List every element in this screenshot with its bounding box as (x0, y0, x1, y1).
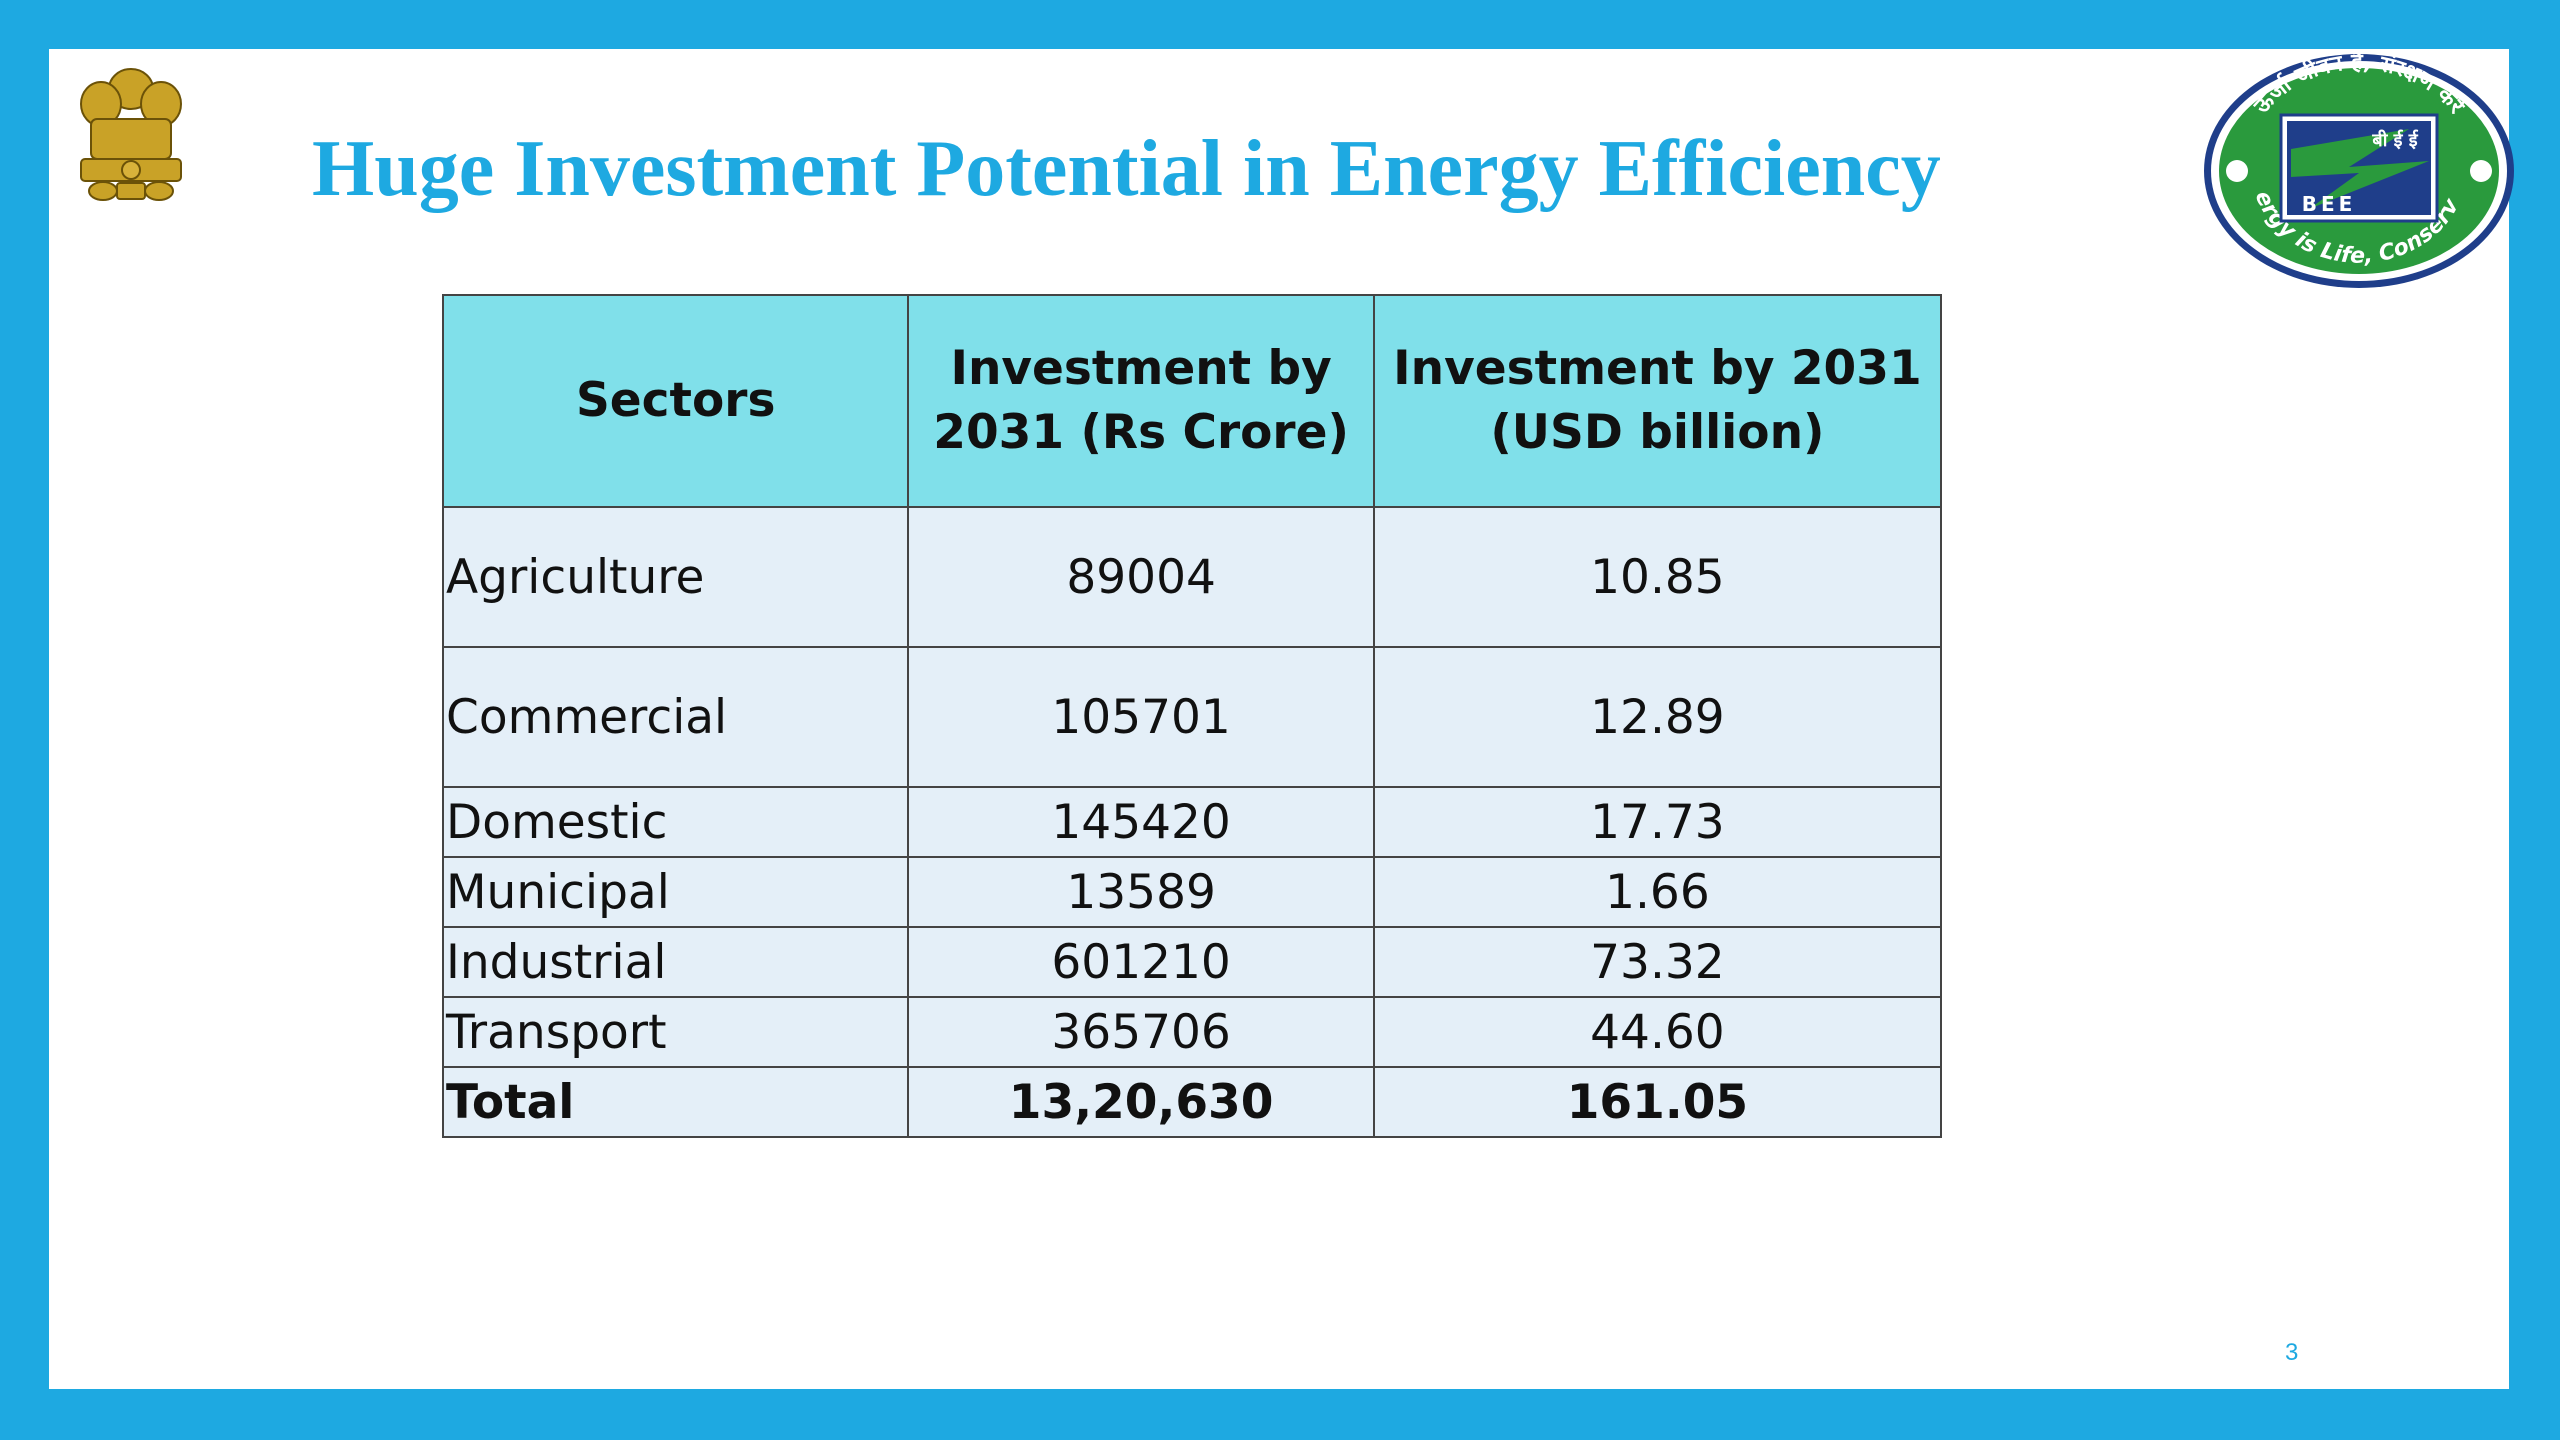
table-header-row: Sectors Investment by 2031 (Rs Crore) In… (441, 294, 1943, 508)
sector-cell: Agriculture (441, 506, 910, 648)
usd-billion-cell: 44.60 (1372, 996, 1943, 1068)
rs-crore-cell: 13589 (907, 856, 1375, 928)
header-sectors: Sectors (441, 294, 910, 508)
table-row: Domestic 145420 17.73 (441, 786, 1943, 858)
sector-cell: Industrial (441, 926, 910, 998)
rs-crore-cell: 89004 (907, 506, 1375, 648)
slide-title: Huge Investment Potential in Energy Effi… (312, 125, 1941, 213)
rs-crore-cell: 601210 (907, 926, 1375, 998)
table-row: Agriculture 89004 10.85 (441, 506, 1943, 648)
header-usd-billion: Investment by 2031 (USD billion) (1372, 294, 1943, 508)
usd-billion-cell: 10.85 (1372, 506, 1943, 648)
sector-cell: Commercial (441, 646, 910, 788)
table-row: Commercial 105701 12.89 (441, 646, 1943, 788)
usd-billion-cell: 12.89 (1372, 646, 1943, 788)
rs-crore-cell: 105701 (907, 646, 1375, 788)
total-label-cell: Total (441, 1066, 910, 1138)
usd-billion-cell: 73.32 (1372, 926, 1943, 998)
sector-cell: Municipal (441, 856, 910, 928)
table-total-row: Total 13,20,630 161.05 (441, 1066, 1943, 1138)
sector-cell: Transport (441, 996, 910, 1068)
usd-billion-cell: 1.66 (1372, 856, 1943, 928)
table-row: Transport 365706 44.60 (441, 996, 1943, 1068)
bee-logo-center-text: BEE (2302, 192, 2357, 216)
header-rs-crore: Investment by 2031 (Rs Crore) (907, 294, 1375, 508)
usd-billion-cell: 17.73 (1372, 786, 1943, 858)
total-usd-billion-cell: 161.05 (1372, 1066, 1943, 1138)
bee-logo: ऊर्जा जीवन है, संरक्षण करें Energy is Li… (2199, 49, 2514, 288)
state-emblem-icon (80, 68, 182, 201)
total-rs-crore-cell: 13,20,630 (907, 1066, 1375, 1138)
rs-crore-cell: 145420 (907, 786, 1375, 858)
table-row: Industrial 601210 73.32 (441, 926, 1943, 998)
slide: Huge Investment Potential in Energy Effi… (49, 49, 2514, 1389)
investment-table: Sectors Investment by 2031 (Rs Crore) In… (441, 294, 1943, 1138)
table-row: Municipal 13589 1.66 (441, 856, 1943, 928)
sector-cell: Domestic (441, 786, 910, 858)
page-number: 3 (2285, 1339, 2299, 1366)
bee-logo-center-hindi: बी ई ई (2371, 129, 2418, 151)
rs-crore-cell: 365706 (907, 996, 1375, 1068)
